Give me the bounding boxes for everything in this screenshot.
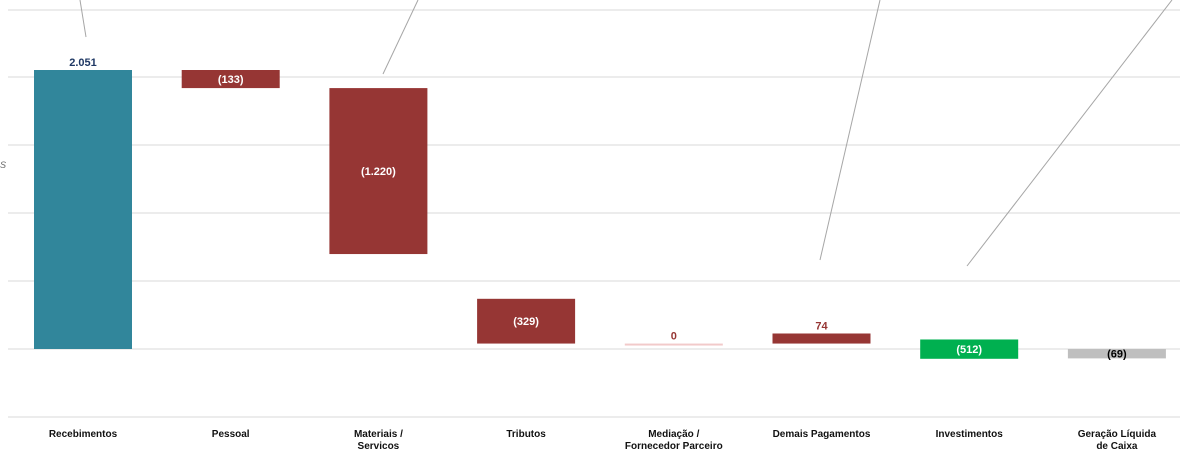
category-label: Pessoal (212, 429, 250, 440)
bar (329, 88, 428, 255)
y-axis-label: S (0, 160, 7, 170)
bar (624, 343, 723, 346)
category-label: Servicos (358, 441, 400, 451)
category-label: Tributos (506, 429, 546, 440)
category-label: Geração Líquida (1078, 429, 1157, 440)
category-label: Demais Pagamentos (773, 429, 871, 440)
callout-line (79, 0, 87, 38)
category-label: Mediação / (648, 429, 699, 440)
category-label: Recebimentos (49, 429, 118, 440)
category-label: Investimentos (936, 429, 1004, 440)
bar (34, 70, 132, 349)
bar (181, 70, 280, 89)
category-labels: Recebimentos Pessoal Materiais /Servicos Tr… (49, 429, 1157, 451)
data-label: 0 (671, 331, 677, 343)
data-label: (329) (513, 316, 539, 328)
bars (34, 70, 1166, 359)
category-label: de Caixa (1096, 441, 1138, 451)
bar (1067, 349, 1166, 359)
bar (772, 333, 871, 344)
callout-line (966, 0, 1173, 267)
callout-lines (79, 0, 1173, 267)
value-labels: 2.051 (133) (1.220) (329) 0 74 (512) (69) (69, 57, 1127, 361)
data-label: 74 (815, 320, 828, 332)
bar (920, 339, 1019, 359)
callout-line (819, 0, 881, 261)
data-label: (133) (218, 74, 244, 86)
data-label: (1.220) (361, 166, 396, 178)
category-label: Fornecedor Parceiro (625, 441, 723, 451)
data-label: (69) (1107, 349, 1127, 361)
category-label: Materiais / (354, 429, 403, 440)
callout-line (382, 0, 419, 75)
bar (477, 298, 576, 344)
data-label: (512) (956, 344, 982, 356)
data-label: 2.051 (69, 57, 97, 69)
